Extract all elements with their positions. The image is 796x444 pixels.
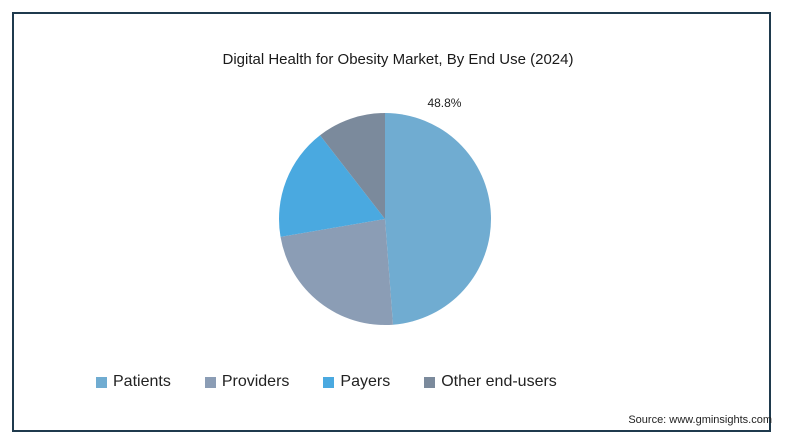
pie-slice-patients [385, 113, 492, 325]
chart-title: Digital Health for Obesity Market, By En… [222, 51, 574, 68]
legend-swatch [323, 376, 335, 388]
legend-label: Other end-users [441, 373, 557, 390]
legend-label: Payers [340, 373, 391, 390]
chart-legend: Patients Providers Payers Other end-users [96, 373, 591, 391]
legend-swatch [204, 376, 216, 388]
data-label-patients: 48.8% [427, 96, 461, 110]
legend-item-patients: Patients [96, 373, 171, 391]
pie-slice-payers [279, 135, 385, 237]
source-note: Source: www.gminsights.com [628, 414, 772, 426]
legend-label: Providers [221, 373, 290, 390]
legend-item-providers: Providers [204, 373, 290, 391]
pie-slice-other-end-users [320, 113, 385, 219]
legend-item-payers: Payers [323, 373, 390, 391]
legend-swatch [424, 376, 436, 388]
legend-swatch [96, 376, 107, 388]
pie-slice-providers [280, 219, 393, 325]
legend-item-other-end-users: Other end-users [424, 373, 557, 391]
legend-label: Patients [113, 373, 171, 390]
